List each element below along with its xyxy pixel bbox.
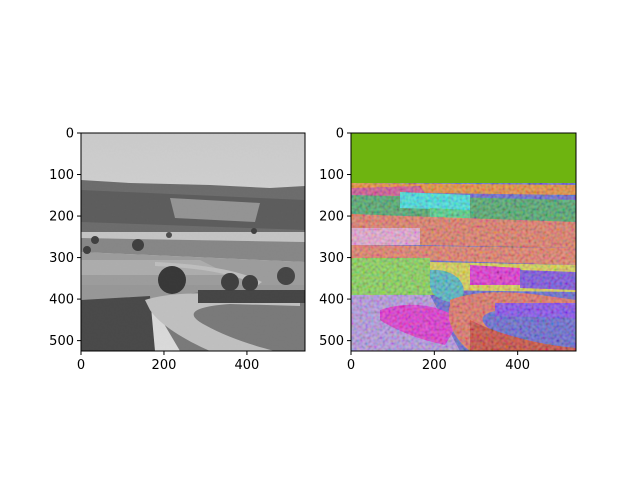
right-x-tick-label: 400	[505, 358, 530, 373]
left-y-tick-label: 200	[49, 210, 74, 225]
right-y-tick-label: 100	[319, 168, 344, 183]
right-y-tick-label: 400	[319, 293, 344, 308]
left-x-tick-label: 400	[235, 358, 260, 373]
left-x-tick-label: 200	[152, 358, 177, 373]
right-x-tick-label: 200	[422, 358, 447, 373]
right-frame	[350, 132, 577, 352]
right-x-tick-label: 0	[347, 358, 355, 373]
right-y-tick-label: 500	[319, 334, 344, 349]
right-y-tick-label: 200	[319, 210, 344, 225]
left-image	[81, 133, 305, 351]
left-y-tick-label: 100	[49, 168, 74, 183]
left-x-tick-label: 0	[77, 358, 85, 373]
right-image	[351, 133, 576, 351]
left-y-tick-label: 400	[49, 293, 74, 308]
left-y-tick-label: 0	[66, 127, 74, 142]
left-axes: 0 200 400 0 100 200 300 400 500	[49, 127, 259, 374]
right-y-tick-label: 300	[319, 251, 344, 266]
left-y-tick-label: 500	[49, 334, 74, 349]
right-axes: 0 200 400 0 100 200 300 400 500	[319, 127, 530, 374]
right-y-tick-label: 0	[336, 127, 344, 142]
left-y-tick-label: 300	[49, 251, 74, 266]
left-frame	[80, 132, 306, 352]
